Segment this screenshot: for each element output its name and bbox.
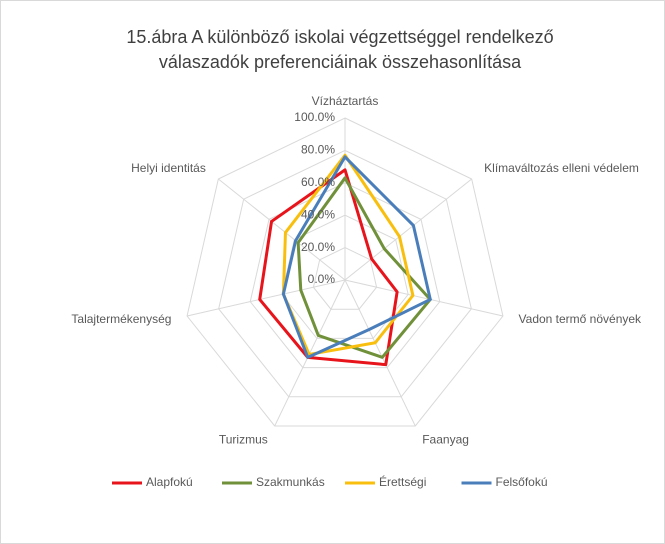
- category-label: Faanyag: [422, 433, 469, 447]
- r-tick-label: 100.0%: [294, 110, 335, 124]
- category-label: Turizmus: [219, 433, 268, 447]
- grid-ring: [218, 149, 472, 398]
- grid-ring: [312, 247, 378, 310]
- grid-ring: [249, 182, 441, 369]
- r-tick-label: 40.0%: [301, 207, 335, 221]
- category-label: Talajtermékenység: [71, 312, 171, 326]
- category-label: Helyi identitás: [131, 161, 206, 175]
- series-line: [281, 153, 415, 356]
- axis-spoke: [186, 279, 346, 317]
- series-line: [258, 168, 399, 367]
- legend-label: Alapfokú: [146, 475, 193, 489]
- axis-spoke: [344, 279, 504, 317]
- series-line: [281, 155, 432, 359]
- category-label: Klímaváltozás elleni védelem: [484, 161, 639, 175]
- chart-title: 15.ábra A különböző iskolai végzettségge…: [126, 27, 553, 47]
- chart-title: válaszadók preferenciáinak összehasonlít…: [159, 52, 522, 72]
- legend-label: Érettségi: [379, 474, 426, 489]
- r-tick-label: 80.0%: [301, 143, 335, 157]
- axis-spoke: [344, 279, 416, 427]
- axis-spoke: [218, 178, 346, 281]
- category-label: Vízháztartás: [312, 94, 379, 108]
- legend-label: Szakmunkás: [256, 475, 325, 489]
- legend-label: Felsőfokú: [496, 475, 548, 489]
- r-tick-label: 20.0%: [301, 240, 335, 254]
- r-tick-label: 60.0%: [301, 175, 335, 189]
- r-tick-label: 0.0%: [308, 272, 336, 286]
- grid-ring: [186, 117, 504, 427]
- axis-spoke: [344, 178, 472, 281]
- category-label: Vadon termő növények: [519, 312, 643, 326]
